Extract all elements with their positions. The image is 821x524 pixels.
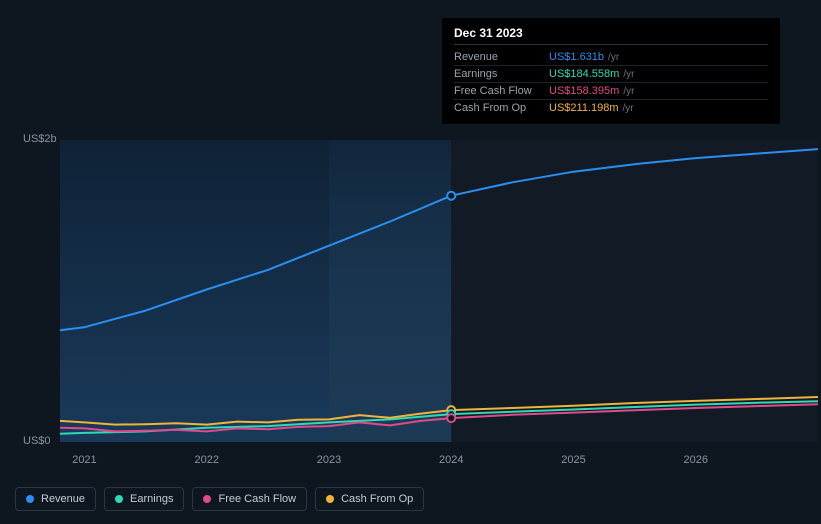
tooltip-row-unit: /yr (608, 52, 619, 63)
tooltip-row-value: US$1.631b (549, 51, 604, 63)
legend-item-fcf[interactable]: Free Cash Flow (192, 487, 307, 511)
tooltip-row-unit: /yr (623, 86, 634, 97)
x-axis-label: 2022 (194, 454, 218, 466)
legend-item-earnings[interactable]: Earnings (104, 487, 184, 511)
x-axis-label: 2021 (72, 454, 96, 466)
plot-svg (60, 140, 818, 442)
x-axis-label: 2024 (439, 454, 463, 466)
tooltip-row: Free Cash FlowUS$158.395m/yr (454, 83, 768, 100)
x-axis-label: 2023 (317, 454, 341, 466)
tooltip-row: RevenueUS$1.631b/yr (454, 49, 768, 66)
plot-area[interactable] (60, 140, 818, 442)
legend: Revenue Earnings Free Cash Flow Cash From O… (15, 487, 424, 511)
x-axis-label: 2025 (561, 454, 585, 466)
legend-label: Free Cash Flow (218, 493, 296, 505)
earnings-revenue-chart: US$0US$2b Past Analysts Forecasts 202120… (15, 0, 806, 524)
legend-swatch (203, 495, 211, 503)
hover-marker-fcf (447, 414, 455, 422)
tooltip-row-value: US$158.395m (549, 85, 619, 97)
tooltip-row-unit: /yr (623, 103, 634, 114)
hover-marker-revenue (447, 192, 455, 200)
tooltip-row-label: Revenue (454, 51, 549, 63)
tooltip-row-label: Free Cash Flow (454, 85, 549, 97)
legend-item-revenue[interactable]: Revenue (15, 487, 96, 511)
y-axis-label: US$0 (23, 435, 51, 447)
legend-swatch (326, 495, 334, 503)
legend-swatch (26, 495, 34, 503)
hover-tooltip: Dec 31 2023 RevenueUS$1.631b/yrEarningsU… (442, 18, 780, 124)
x-axis-label: 2026 (683, 454, 707, 466)
tooltip-row: EarningsUS$184.558m/yr (454, 66, 768, 83)
legend-label: Cash From Op (341, 493, 413, 505)
legend-label: Earnings (130, 493, 173, 505)
tooltip-row-value: US$184.558m (549, 68, 619, 80)
tooltip-row-label: Earnings (454, 68, 549, 80)
tooltip-row: Cash From OpUS$211.198m/yr (454, 100, 768, 116)
legend-label: Revenue (41, 493, 85, 505)
legend-item-cfo[interactable]: Cash From Op (315, 487, 424, 511)
tooltip-date: Dec 31 2023 (454, 26, 768, 45)
tooltip-row-unit: /yr (623, 69, 634, 80)
tooltip-row-value: US$211.198m (549, 102, 619, 114)
y-axis-label: US$2b (23, 133, 57, 145)
legend-swatch (115, 495, 123, 503)
tooltip-row-label: Cash From Op (454, 102, 549, 114)
